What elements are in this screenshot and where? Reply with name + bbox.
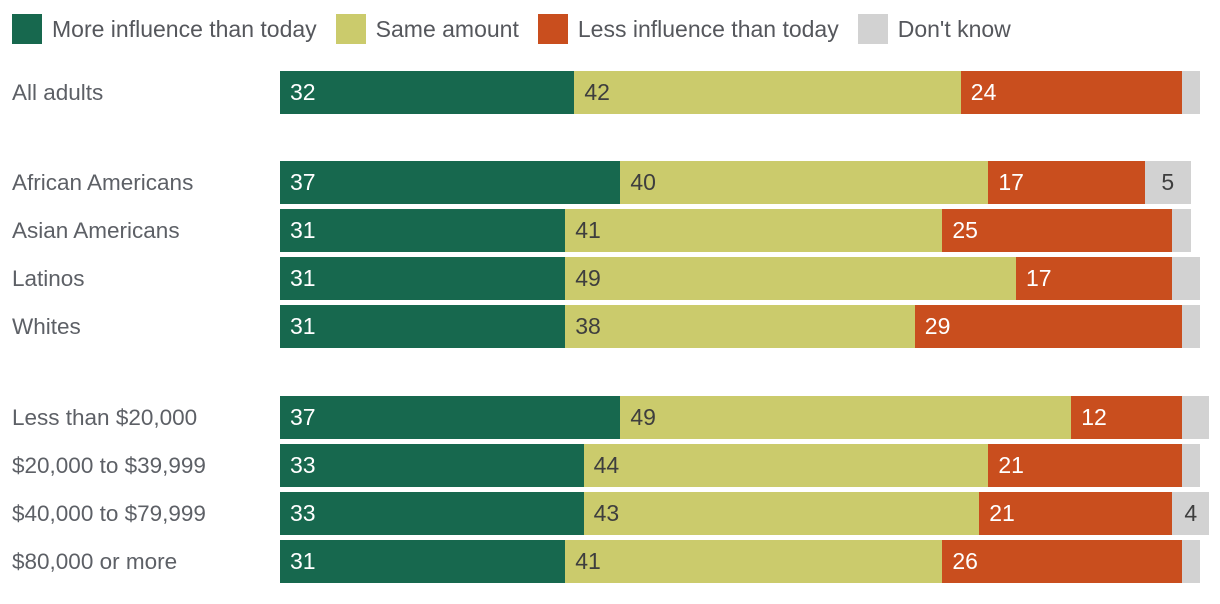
legend-swatch-less-influence	[537, 14, 568, 44]
legend-swatch-more-influence	[12, 14, 42, 44]
group-race-ethnicity: African Americans 37 40 17 5 Asian Americans 3…	[0, 161, 1220, 348]
bar-segment-less-influence: 12	[1071, 396, 1182, 439]
row-label: Whites	[12, 313, 81, 339]
legend-item-less-influence: Less influence than today	[537, 14, 839, 44]
legend-label: Don't know	[897, 15, 1011, 42]
bar-segment-same-amount: 41	[565, 540, 943, 583]
bar-segment-dont-know	[1181, 305, 1200, 348]
legend-swatch-dont-know	[857, 14, 888, 44]
bar-segment-same-amount: 38	[565, 305, 915, 348]
row-label: $20,000 to $39,999	[12, 452, 206, 478]
bar-segment-less-influence: 21	[988, 444, 1182, 487]
table-row: All adults 32 42 24	[0, 71, 1220, 114]
bar-segment-less-influence: 24	[960, 71, 1182, 114]
bar-segment-same-amount: 42	[574, 71, 961, 114]
table-row: $40,000 to $79,999 33 43 21 4	[0, 492, 1220, 535]
bar-segment-more-influence: 37	[280, 396, 621, 439]
bar-segment-more-influence: 32	[280, 71, 575, 114]
bar-segment-less-influence: 17	[988, 161, 1145, 204]
bar-segment-more-influence: 33	[280, 444, 584, 487]
row-label: Asian Americans	[12, 217, 180, 243]
bar-segment-less-influence: 29	[914, 305, 1182, 348]
table-row: African Americans 37 40 17 5	[0, 161, 1220, 204]
table-row: Asian Americans 31 41 25	[0, 209, 1220, 252]
bar: 33 44 21	[280, 444, 1200, 487]
bar-segment-dont-know	[1172, 209, 1191, 252]
bar-segment-same-amount: 40	[620, 161, 989, 204]
bar-segment-same-amount: 49	[565, 257, 1016, 300]
bar-segment-dont-know: 4	[1172, 492, 1210, 535]
bar-segment-same-amount: 49	[620, 396, 1072, 439]
bar-segment-more-influence: 31	[280, 540, 566, 583]
group-overall: All adults 32 42 24	[0, 71, 1220, 114]
bar-segment-more-influence: 31	[280, 305, 566, 348]
group-income: Less than $20,000 37 49 12 $20,000 to $39,99…	[0, 396, 1220, 583]
bar-segment-less-influence: 21	[979, 492, 1173, 535]
bar: 31 49 17	[280, 257, 1200, 300]
legend: More influence than today Same amount Less…	[12, 14, 1220, 44]
chart-body: All adults 32 42 24 African Americans 37 40 17 5…	[0, 71, 1220, 583]
bar: 33 43 21 4	[280, 492, 1210, 535]
bar-segment-more-influence: 33	[280, 492, 584, 535]
table-row: $20,000 to $39,999 33 44 21	[0, 444, 1220, 487]
legend-label: More influence than today	[52, 15, 317, 42]
bar-segment-less-influence: 17	[1015, 257, 1173, 300]
table-row: $80,000 or more 31 41 26	[0, 540, 1220, 583]
legend-label: Same amount	[375, 15, 519, 42]
bar-segment-less-influence: 26	[942, 540, 1182, 583]
bar-segment-dont-know	[1172, 257, 1200, 300]
bar-segment-same-amount: 44	[583, 444, 989, 487]
bar-segment-more-influence: 31	[280, 257, 566, 300]
row-label: All adults	[12, 79, 104, 105]
row-label: $80,000 or more	[12, 548, 178, 574]
bar-segment-less-influence: 25	[942, 209, 1173, 252]
bar-segment-dont-know	[1181, 71, 1200, 114]
bar-segment-same-amount: 43	[583, 492, 980, 535]
legend-swatch-same-amount	[335, 14, 366, 44]
table-row: Latinos 31 49 17	[0, 257, 1220, 300]
bar-segment-same-amount: 41	[565, 209, 943, 252]
legend-label: Less influence than today	[577, 15, 839, 42]
bar: 37 40 17 5	[280, 161, 1191, 204]
legend-item-more-influence: More influence than today	[12, 14, 317, 44]
table-row: Less than $20,000 37 49 12	[0, 396, 1220, 439]
bar: 31 41 25	[280, 209, 1191, 252]
row-label: Less than $20,000	[12, 404, 198, 430]
bar: 31 41 26	[280, 540, 1200, 583]
bar-segment-dont-know	[1181, 444, 1200, 487]
bar-segment-more-influence: 31	[280, 209, 566, 252]
bar-segment-more-influence: 37	[280, 161, 621, 204]
row-label: $40,000 to $79,999	[12, 500, 206, 526]
row-label: African Americans	[12, 169, 194, 195]
bar-segment-dont-know	[1181, 540, 1200, 583]
bar: 32 42 24	[280, 71, 1200, 114]
bar: 37 49 12	[280, 396, 1210, 439]
bar-segment-dont-know	[1181, 396, 1210, 439]
bar-segment-dont-know: 5	[1144, 161, 1191, 204]
legend-item-dont-know: Don't know	[857, 14, 1011, 44]
legend-item-same-amount: Same amount	[335, 14, 519, 44]
bar: 31 38 29	[280, 305, 1200, 348]
row-label: Latinos	[12, 265, 85, 291]
table-row: Whites 31 38 29	[0, 305, 1220, 348]
